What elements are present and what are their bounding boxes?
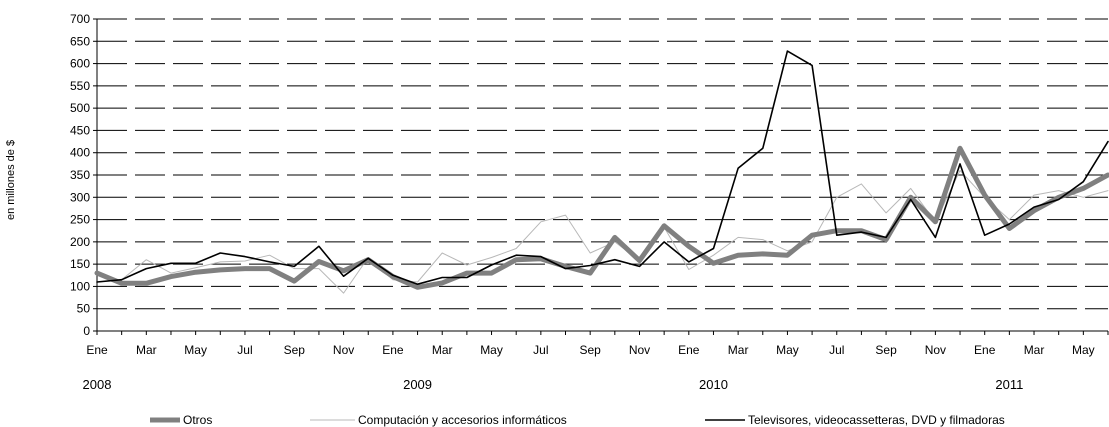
y-axis-title: en millones de $ <box>5 140 17 220</box>
y-tick-label: 400 <box>70 146 90 160</box>
y-tick-label: 50 <box>77 302 91 316</box>
x-tick-label: Nov <box>629 343 650 357</box>
y-tick-label: 250 <box>70 213 90 227</box>
y-tick-label: 0 <box>83 324 90 338</box>
year-label: 2008 <box>83 377 112 392</box>
legend-label-1: Computación y accesorios informáticos <box>358 413 567 427</box>
y-axis-ticks: 0 50 100 150 200 250 300 350 400 450 500 550 600 650 7… <box>70 12 97 338</box>
x-tick-label: May <box>184 343 207 357</box>
x-tick-label: May <box>776 343 799 357</box>
x-tick-label: May <box>1072 343 1095 357</box>
x-tick-label: May <box>480 343 503 357</box>
y-tick-label: 700 <box>70 12 90 26</box>
y-tick-label: 450 <box>70 123 90 137</box>
gridlines <box>97 18 1108 310</box>
x-tick-label: Sep <box>875 343 897 357</box>
year-label: 2010 <box>699 377 728 392</box>
x-tick-label: Nov <box>333 343 354 357</box>
y-tick-label: 500 <box>70 101 90 115</box>
y-tick-label: 550 <box>70 79 90 93</box>
x-tick-label: Jul <box>533 343 548 357</box>
year-label: 2011 <box>995 377 1023 392</box>
legend: Otros Computación y accesorios informátic… <box>150 413 1005 427</box>
series-line-0 <box>94 145 1109 290</box>
x-tick-label: Nov <box>925 343 946 357</box>
x-tick-label: Jul <box>829 343 844 357</box>
y-tick-label: 150 <box>70 257 90 271</box>
y-tick-label: 300 <box>70 190 90 204</box>
x-tick-label: Ene <box>678 343 700 357</box>
legend-label-0: Otros <box>183 413 212 427</box>
x-tick-label: Sep <box>284 343 306 357</box>
x-tick-label: Jul <box>237 343 252 357</box>
x-tick-label: Sep <box>579 343 601 357</box>
series-line-2 <box>96 50 1109 286</box>
x-tick-label: Ene <box>382 343 404 357</box>
y-tick-label: 350 <box>70 168 90 182</box>
x-axis-ticks: Ene Mar May Jul Sep Nov Ene Mar May Jul Sep Nov Ene M… <box>83 331 1109 392</box>
x-tick-label: Mar <box>432 343 453 357</box>
y-tick-label: 650 <box>70 34 90 48</box>
series-line-1 <box>96 170 1109 294</box>
x-tick-label: Ene <box>86 343 108 357</box>
x-tick-label: Mar <box>728 343 749 357</box>
x-tick-label: Mar <box>1024 343 1045 357</box>
legend-label-2: Televisores, videocassetteras, DVD y fil… <box>748 413 1005 427</box>
y-tick-label: 200 <box>70 235 90 249</box>
y-tick-label: 600 <box>70 57 90 71</box>
year-label: 2009 <box>403 377 432 392</box>
series-lines <box>94 50 1109 294</box>
x-tick-label: Ene <box>974 343 996 357</box>
y-tick-label: 100 <box>70 279 90 293</box>
x-tick-label: Mar <box>136 343 157 357</box>
